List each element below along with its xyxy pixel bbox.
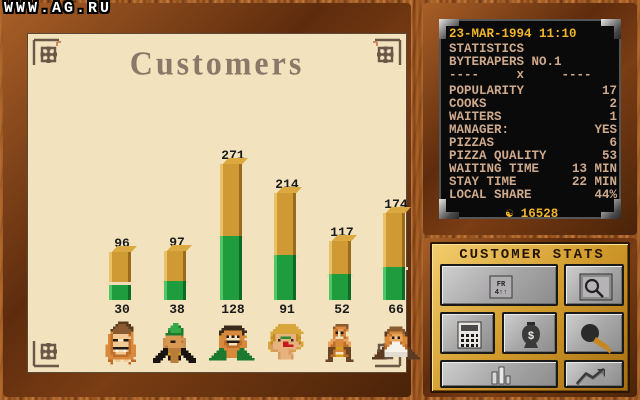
svg-text:$: $	[528, 331, 535, 343]
svg-text:FR: FR	[497, 281, 506, 289]
svg-text:4↑↑: 4↑↑	[495, 289, 508, 297]
